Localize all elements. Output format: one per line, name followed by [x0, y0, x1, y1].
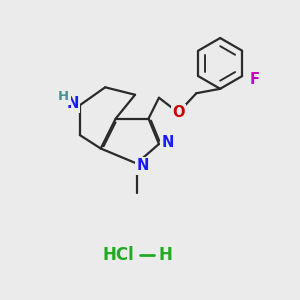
Text: H: H [58, 90, 69, 103]
Text: N: N [137, 158, 149, 173]
Text: HCl: HCl [103, 245, 134, 263]
Text: N: N [66, 96, 79, 111]
Text: F: F [250, 72, 260, 87]
Text: H: H [159, 245, 173, 263]
Text: N: N [161, 135, 173, 150]
Text: O: O [172, 105, 184, 120]
